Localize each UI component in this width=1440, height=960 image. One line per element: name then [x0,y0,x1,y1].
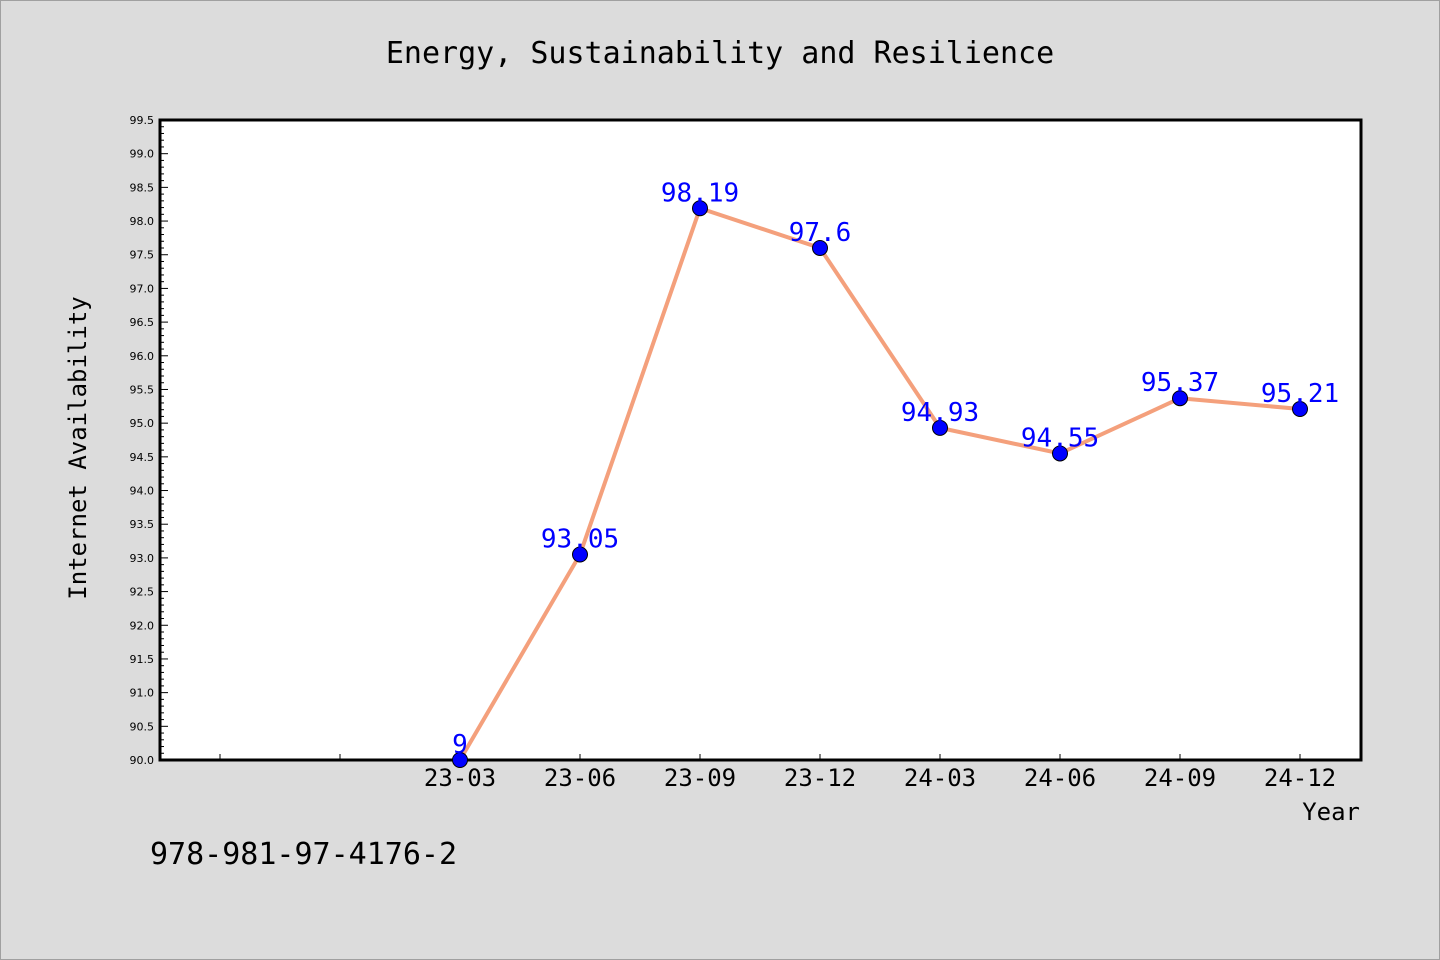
y-tick-label: 99.5 [130,114,155,127]
x-axis: 23-03 23-06 23-09 23-12 24-03 24-06 24-09 24-12 [219,754,1336,792]
y-axis: 90.0 90.5 91.0 91.5 92.0 92.5 93.0 93.5 94.0 94.5… [130,114,168,767]
y-tick-label: 98.5 [130,181,155,194]
y-tick-label: 97.0 [130,282,155,295]
data-point [932,419,948,436]
data-point [692,200,708,217]
data-label: 93.05 [541,525,619,555]
y-tick-label: 93.5 [130,518,155,531]
y-tick-label: 90.0 [130,754,155,767]
y-tick-label: 97.5 [130,249,155,262]
x-tick-label: 24-06 [1024,764,1096,792]
y-tick-label: 98.0 [130,215,155,228]
isbn-text: 978-981-97-4176-2 [150,837,457,872]
data-point [812,240,828,256]
y-tick-label: 95.5 [130,383,155,396]
chart-title: Energy, Sustainability and Resilience [386,36,1054,71]
data-label: 9 [452,730,468,760]
x-tick-label: 23-03 [424,764,496,792]
data-point [1052,445,1068,462]
data-label: 94.93 [901,398,979,428]
series-group: 9 93.05 98.19 97.6 94.93 94.55 95.37 95.21 [452,178,1339,768]
y-tick-label: 92.0 [130,619,155,632]
x-tick-label: 24-03 [904,764,976,792]
x-tick-label: 24-09 [1144,764,1216,792]
y-axis-title: Internet Availability [64,296,92,599]
series-line [458,206,1301,762]
y-tick-label: 96.5 [130,316,155,329]
data-label: 95.37 [1141,368,1219,398]
y-tick-label: 91.0 [130,687,155,700]
plot-area [158,118,1363,762]
x-tick-label: 24-12 [1264,764,1336,792]
data-label: 97.6 [789,218,852,248]
y-tick-label: 95.0 [130,417,155,430]
data-point [1172,390,1188,407]
data-point [452,752,468,768]
data-point [572,546,588,563]
y-tick-label: 90.5 [130,720,155,733]
data-label: 94.55 [1021,423,1099,453]
y-tick-label: 92.5 [130,586,155,599]
x-axis-title: Year [1302,798,1360,826]
y-tick-label: 94.0 [130,485,155,498]
x-tick-label: 23-09 [664,764,736,792]
y-tick-label: 93.0 [130,552,155,565]
data-label: 95.21 [1261,379,1339,409]
data-point [1292,401,1308,418]
y-tick-label: 91.5 [130,653,155,666]
x-tick-label: 23-12 [784,764,856,792]
y-tick-label: 96.0 [130,350,155,363]
y-tick-label: 94.5 [130,451,155,464]
y-tick-label: 99.0 [130,148,155,161]
x-tick-label: 23-06 [544,764,616,792]
data-label: 98.19 [661,178,739,208]
